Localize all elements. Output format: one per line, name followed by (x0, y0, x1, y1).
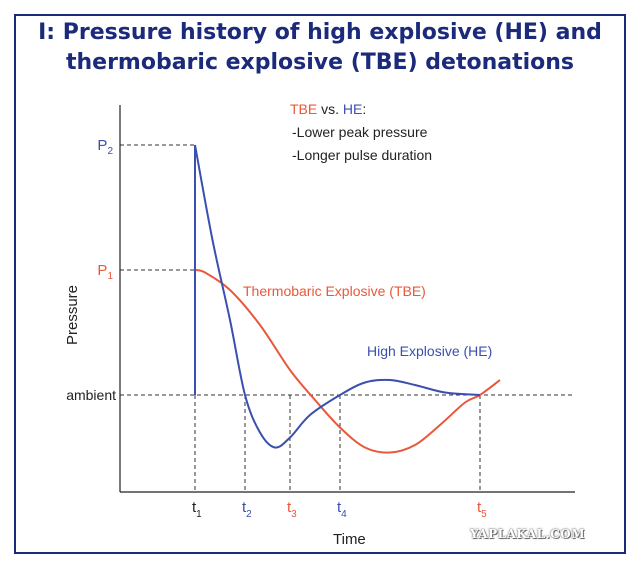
x-tick-label-t3: t3 (287, 499, 297, 520)
title-line-1: I: Pressure history of high explosive (H… (38, 20, 602, 45)
y-tick-label-p2: P2 (97, 137, 113, 157)
y-tick-label-p1: P1 (97, 262, 113, 282)
legend-he: HE (343, 101, 362, 117)
legend-colon: : (362, 101, 366, 117)
figure-title: I: Pressure history of high explosive (H… (14, 18, 626, 78)
watermark: YAPLAKAL.COM (470, 527, 586, 541)
title-line-2: thermobaric explosive (TBE) detonations (65, 50, 575, 75)
reference-lines (120, 144, 575, 492)
legend-vs: vs. (317, 101, 343, 117)
he-series-label: High Explosive (HE) (367, 343, 492, 359)
x-tick-label-t2: t2 (242, 499, 252, 520)
x-tick-label-t4: t4 (337, 499, 347, 520)
legend-title: TBE vs. HE: (290, 101, 366, 117)
y-axis-label: Pressure (64, 285, 81, 345)
x-axis-label: Time (333, 531, 366, 548)
axes (119, 105, 575, 493)
tbe-series-label: Thermobaric Explosive (TBE) (243, 283, 426, 299)
y-tick-label-ambient: ambient (66, 387, 116, 403)
figure-frame (14, 14, 626, 554)
legend-line-1: -Lower peak pressure (292, 124, 428, 140)
labels: TBE vs. HE: -Lower peak pressure -Longer… (64, 101, 492, 548)
legend-tbe: TBE (290, 101, 317, 117)
x-tick-label-t1: t1 (192, 499, 202, 520)
x-tick-label-t5: t5 (477, 499, 487, 520)
series-layer (194, 144, 501, 454)
tbe-series-line (194, 268, 501, 454)
legend-line-2: -Longer pulse duration (292, 147, 432, 163)
he-series-line (194, 144, 481, 449)
